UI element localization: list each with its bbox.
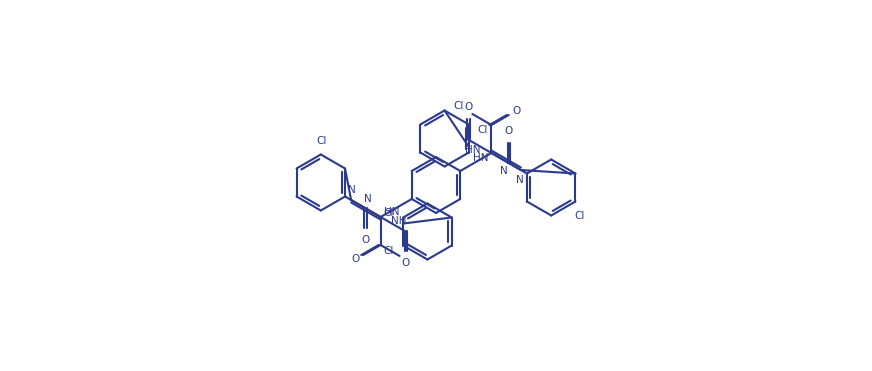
Text: Cl: Cl bbox=[453, 101, 464, 111]
Text: Cl: Cl bbox=[384, 246, 394, 256]
Text: HN: HN bbox=[384, 207, 399, 217]
Text: N: N bbox=[364, 194, 371, 204]
Text: NH: NH bbox=[392, 216, 407, 226]
Text: N: N bbox=[348, 185, 356, 195]
Text: O: O bbox=[351, 254, 359, 264]
Text: N: N bbox=[501, 166, 508, 176]
Text: N: N bbox=[516, 175, 524, 185]
Text: HN: HN bbox=[473, 153, 488, 163]
Text: HN: HN bbox=[465, 144, 480, 154]
Text: Cl: Cl bbox=[478, 125, 488, 135]
Text: Cl: Cl bbox=[575, 210, 584, 220]
Text: O: O bbox=[361, 234, 369, 244]
Text: Cl: Cl bbox=[317, 135, 327, 145]
Text: O: O bbox=[513, 106, 521, 116]
Text: O: O bbox=[505, 125, 513, 135]
Text: Cl: Cl bbox=[384, 207, 394, 217]
Text: O: O bbox=[464, 102, 473, 112]
Text: O: O bbox=[402, 258, 410, 268]
